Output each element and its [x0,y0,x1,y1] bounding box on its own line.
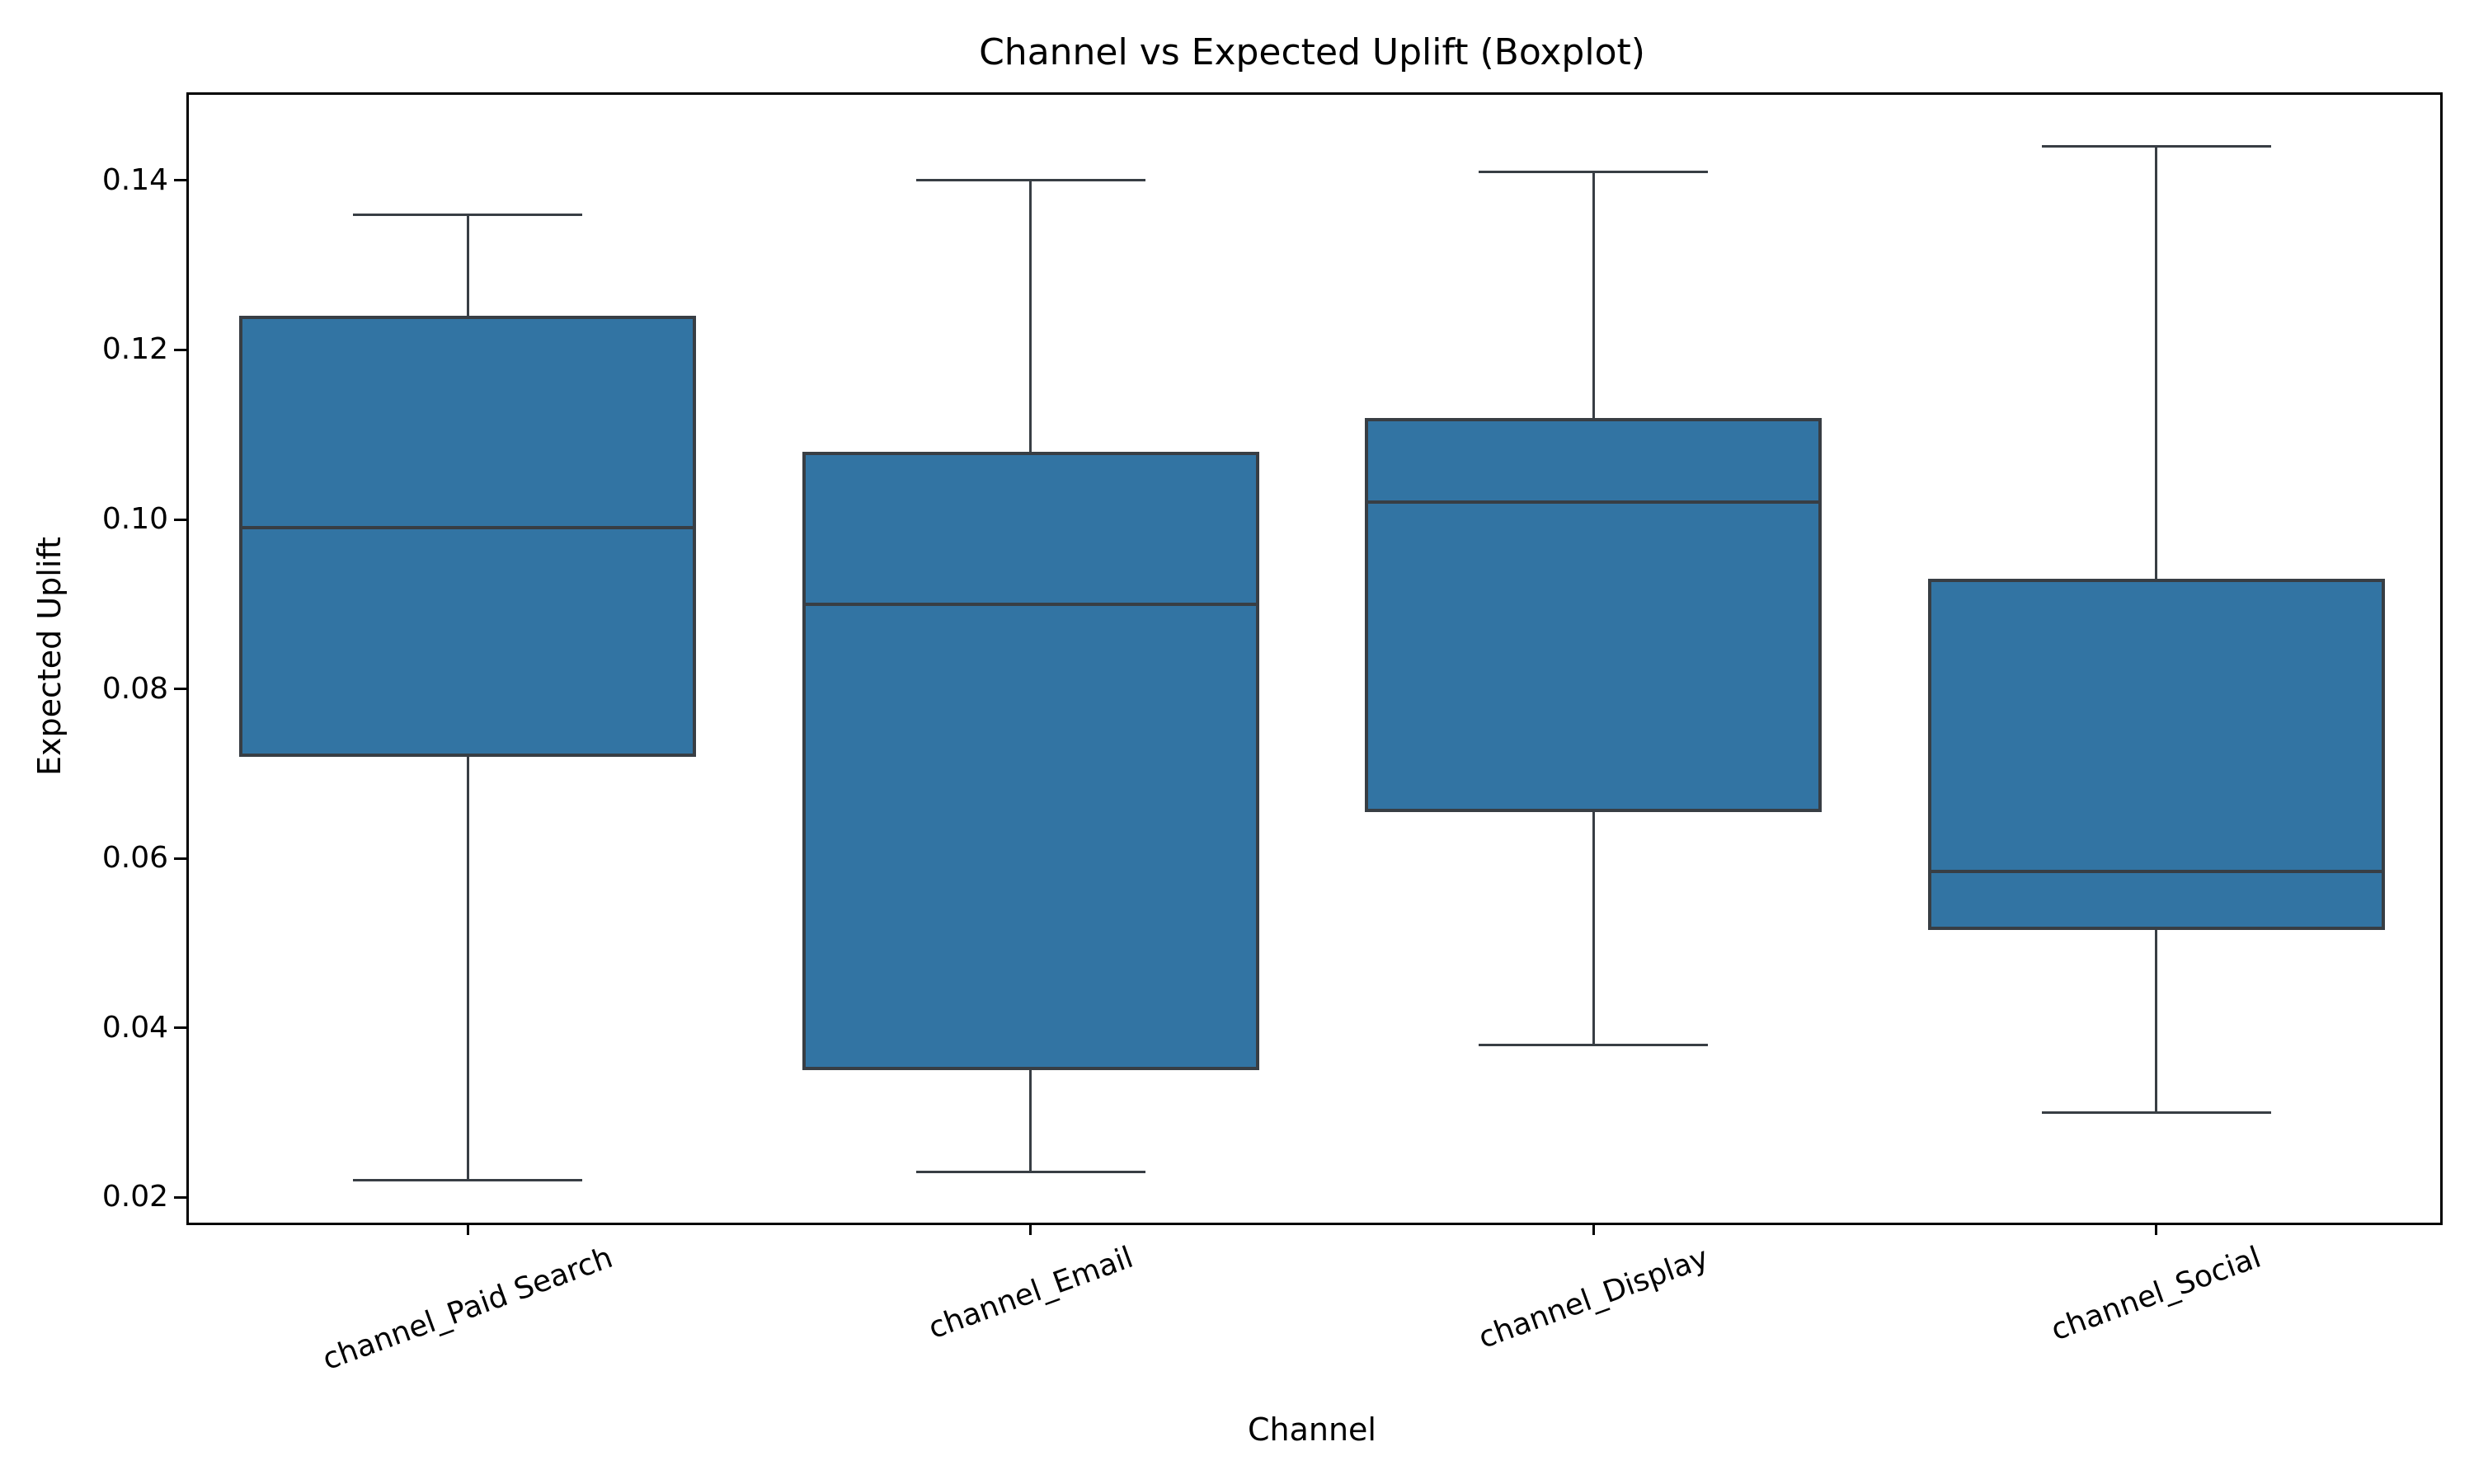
x-tick-mark [466,1223,469,1235]
median-line [805,602,1256,606]
median-line [242,526,694,530]
median-line [1368,500,1819,505]
median-line [1931,869,2382,873]
box-channel_Social [1927,578,2385,931]
box-channel_Paid Search [239,316,697,757]
y-tick-label: 0.04 [101,1010,168,1045]
y-tick-label: 0.12 [101,332,168,367]
upper-whisker-cap [353,213,583,216]
y-tick-mark [174,1026,186,1030]
lower-whisker [2155,930,2158,1113]
y-tick-mark [174,688,186,691]
lower-whisker-cap [915,1170,1145,1173]
lower-whisker [1592,811,1595,1045]
upper-whisker [1029,180,1032,452]
box-channel_Display [1365,417,1823,812]
x-axis-title: Channel [1247,1411,1376,1448]
upper-whisker-cap [2041,145,2271,148]
x-tick-label: channel_Paid Search [317,1241,618,1378]
lower-whisker-cap [353,1179,583,1182]
y-tick-label: 0.02 [101,1180,168,1214]
x-tick-mark [1592,1223,1595,1235]
x-tick-label: channel_Social [2047,1241,2266,1348]
y-tick-label: 0.14 [101,162,168,197]
box-channel_Email [802,451,1259,1071]
chart-title: Channel vs Expected Uplift (Boxplot) [979,31,1645,73]
lower-whisker [466,756,469,1181]
y-tick-mark [174,179,186,182]
y-tick-label: 0.06 [101,841,168,876]
y-tick-mark [174,348,186,351]
y-axis-title-text: Expected Uplift [31,536,68,777]
x-tick-mark [2155,1223,2158,1235]
lower-whisker-cap [1479,1043,1709,1046]
x-tick-label: channel_Display [1474,1241,1713,1355]
y-tick-mark [174,857,186,860]
lower-whisker-cap [2041,1111,2271,1114]
upper-whisker-cap [915,179,1145,182]
y-tick-mark [174,518,186,521]
upper-whisker [466,214,469,317]
y-tick-mark [174,1195,186,1199]
upper-whisker [1592,171,1595,418]
upper-whisker [2155,146,2158,579]
upper-whisker-cap [1479,171,1709,174]
x-tick-label: channel_Email [924,1240,1138,1346]
x-tick-mark [1029,1223,1032,1235]
y-tick-label: 0.08 [101,671,168,706]
lower-whisker [1029,1070,1032,1172]
y-tick-label: 0.10 [101,502,168,536]
